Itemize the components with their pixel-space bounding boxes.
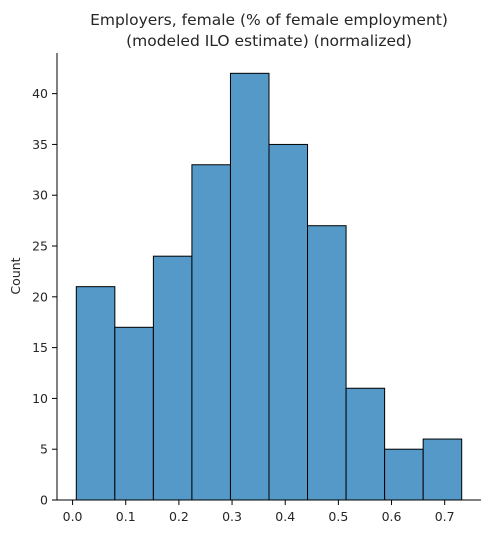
histogram-bar-8: [384, 448, 424, 501]
y-tick-label: 25: [32, 239, 48, 254]
histogram-bar-2: [152, 255, 193, 501]
y-tick-label: 20: [32, 289, 48, 304]
y-tick-label: 10: [32, 391, 48, 406]
chart-title-line-1: Employers, female (% of female employmen…: [90, 11, 448, 29]
x-tick-label: 0.0: [63, 509, 83, 524]
histogram-bar-3: [191, 164, 231, 501]
chart-title-line-2: (modeled ILO estimate) (normalized): [126, 32, 412, 50]
histogram-bar-1: [114, 326, 154, 501]
y-tick-label: 40: [32, 86, 48, 101]
x-tick-label: 0.3: [222, 509, 242, 524]
histogram-bar-7: [345, 387, 386, 501]
x-tick-label: 0.2: [169, 509, 189, 524]
x-tick-label: 0.1: [116, 509, 136, 524]
y-tick-label: 30: [32, 188, 48, 203]
x-ticks-group: 0.0 0.1 0.2 0.3 0.4 0.5 0.6 0.7: [63, 500, 455, 524]
y-tick-label: 15: [32, 340, 48, 355]
x-tick-label: 0.6: [382, 509, 402, 524]
histogram-bar-0: [75, 286, 116, 501]
histogram-bar-4: [229, 72, 270, 501]
x-tick-label: 0.7: [435, 509, 455, 524]
y-ticks-group: 0 5 10 15 20 25 30 35 40: [32, 86, 57, 508]
x-tick-label: 0.4: [275, 509, 295, 524]
histogram-bar-5: [268, 143, 309, 501]
y-tick-label: 35: [32, 137, 48, 152]
histogram-bar-6: [307, 225, 347, 501]
histogram-bar-9: [422, 438, 463, 501]
x-tick-label: 0.5: [328, 509, 348, 524]
bars-group: [75, 72, 463, 501]
y-axis-label: Count: [8, 257, 23, 294]
y-tick-label: 0: [40, 493, 48, 508]
y-tick-label: 5: [40, 442, 48, 457]
